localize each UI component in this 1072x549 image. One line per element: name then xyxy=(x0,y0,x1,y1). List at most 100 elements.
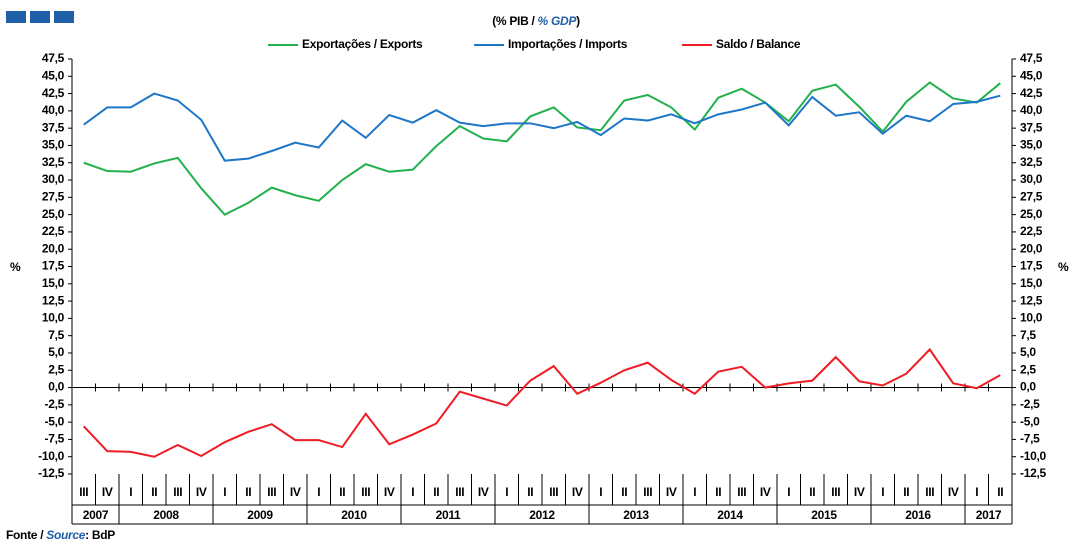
y-tick-label: -7,5 xyxy=(45,432,65,446)
y-tick-label: 45,0 xyxy=(42,68,65,82)
subtitle: (% PIB / % GDP) xyxy=(492,14,580,28)
x-tick-label: III xyxy=(831,485,840,499)
year-label: 2009 xyxy=(247,508,273,522)
x-tick-label: I xyxy=(787,485,790,499)
y2-tick-label: 2,5 xyxy=(1020,362,1036,376)
y2-tick-label: 25,0 xyxy=(1020,207,1043,221)
y-tick-label: 0,0 xyxy=(48,380,64,394)
y2-tick-label: 42,5 xyxy=(1020,86,1043,100)
y2-tick-label: 7,5 xyxy=(1020,328,1036,342)
year-label: 2011 xyxy=(436,508,461,522)
logo-block xyxy=(6,11,26,23)
x-tick-label: IV xyxy=(478,485,489,499)
y2-tick-label: 10,0 xyxy=(1020,311,1043,325)
y-tick-label: 27,5 xyxy=(42,190,65,204)
legend-label: Importações / Imports xyxy=(508,37,628,51)
x-tick-label: II xyxy=(997,485,1003,499)
x-tick-label: II xyxy=(339,485,345,499)
y2-tick-label: 37,5 xyxy=(1020,120,1043,134)
y-tick-label: 37,5 xyxy=(42,120,65,134)
y2-tick-label: 17,5 xyxy=(1020,259,1043,273)
year-label: 2015 xyxy=(811,508,837,522)
y-tick-label: 15,0 xyxy=(42,276,65,290)
year-label: 2007 xyxy=(83,508,109,522)
x-tick-label: III xyxy=(643,485,652,499)
y2-tick-label: 0,0 xyxy=(1020,380,1036,394)
x-tick-label: IV xyxy=(948,485,959,499)
x-tick-label: IV xyxy=(666,485,677,499)
x-tick-label: IV xyxy=(290,485,301,499)
x-tick-label: II xyxy=(903,485,909,499)
source: Fonte / Source: BdP xyxy=(6,528,115,542)
y2-tick-label: 22,5 xyxy=(1020,224,1043,238)
x-tick-label: IV xyxy=(384,485,395,499)
x-tick-label: IV xyxy=(196,485,207,499)
x-tick-label: IV xyxy=(102,485,113,499)
series-line xyxy=(83,81,1001,216)
y2-tick-label: 30,0 xyxy=(1020,172,1043,186)
y-tick-label: 5,0 xyxy=(48,345,64,359)
y2-tick-label: 40,0 xyxy=(1020,103,1043,117)
logo-block xyxy=(54,11,74,23)
x-tick-label: II xyxy=(245,485,251,499)
year-label: 2008 xyxy=(153,508,179,522)
x-tick-label: I xyxy=(693,485,696,499)
subtitle-part: ) xyxy=(576,14,580,28)
year-label: 2012 xyxy=(529,508,555,522)
y-tick-label: -5,0 xyxy=(45,414,65,428)
y2-tick-label: 15,0 xyxy=(1020,276,1043,290)
source-part: Fonte / xyxy=(6,528,46,542)
y-tick-label: 30,0 xyxy=(42,172,65,186)
x-tick-label: II xyxy=(715,485,721,499)
y2-tick-label: 32,5 xyxy=(1020,155,1043,169)
y-axis-label: % xyxy=(10,260,21,274)
x-tick-label: III xyxy=(925,485,934,499)
x-tick-label: III xyxy=(361,485,370,499)
y-tick-label: -2,5 xyxy=(45,397,65,411)
year-label: 2010 xyxy=(341,508,367,522)
year-label: 2013 xyxy=(623,508,649,522)
subtitle-part: % GDP xyxy=(538,14,578,28)
year-label: 2017 xyxy=(976,508,1002,522)
y-tick-label: 7,5 xyxy=(48,328,64,342)
y2-tick-label: 5,0 xyxy=(1020,345,1036,359)
x-tick-label: III xyxy=(737,485,746,499)
y2-tick-label: 45,0 xyxy=(1020,68,1043,82)
x-tick-label: II xyxy=(433,485,439,499)
x-tick-label: II xyxy=(151,485,157,499)
year-label: 2016 xyxy=(905,508,931,522)
y-tick-label: 40,0 xyxy=(42,103,65,117)
y-tick-label: 22,5 xyxy=(42,224,65,238)
x-tick-label: II xyxy=(809,485,815,499)
x-tick-label: IV xyxy=(760,485,771,499)
y2-tick-label: 27,5 xyxy=(1020,190,1043,204)
x-tick-label: III xyxy=(549,485,558,499)
y2-tick-label: -5,0 xyxy=(1020,414,1040,428)
x-tick-label: III xyxy=(267,485,276,499)
x-tick-label: I xyxy=(599,485,602,499)
x-tick-label: I xyxy=(129,485,132,499)
x-tick-label: IV xyxy=(572,485,583,499)
y2-axis-label: % xyxy=(1058,260,1069,274)
series-line xyxy=(83,92,1001,162)
y-tick-label: 17,5 xyxy=(42,259,65,273)
y-tick-label: 12,5 xyxy=(42,293,65,307)
y2-tick-label: 12,5 xyxy=(1020,293,1043,307)
x-tick-label: II xyxy=(621,485,627,499)
legend-label: Exportações / Exports xyxy=(302,37,423,51)
source-part: Source xyxy=(46,528,86,542)
x-tick-label: III xyxy=(173,485,182,499)
y-tick-label: 10,0 xyxy=(42,311,65,325)
logo-block xyxy=(30,11,50,23)
x-tick-label: I xyxy=(411,485,414,499)
y2-tick-label: -10,0 xyxy=(1020,449,1046,463)
x-tick-label: III xyxy=(79,485,88,499)
x-tick-label: III xyxy=(455,485,464,499)
y-tick-label: 47,5 xyxy=(42,51,65,65)
y2-tick-label: -2,5 xyxy=(1020,397,1040,411)
series-line xyxy=(83,347,1001,458)
legend-label: Saldo / Balance xyxy=(716,37,801,51)
y-tick-label: 42,5 xyxy=(42,86,65,100)
y-tick-label: 35,0 xyxy=(42,138,65,152)
